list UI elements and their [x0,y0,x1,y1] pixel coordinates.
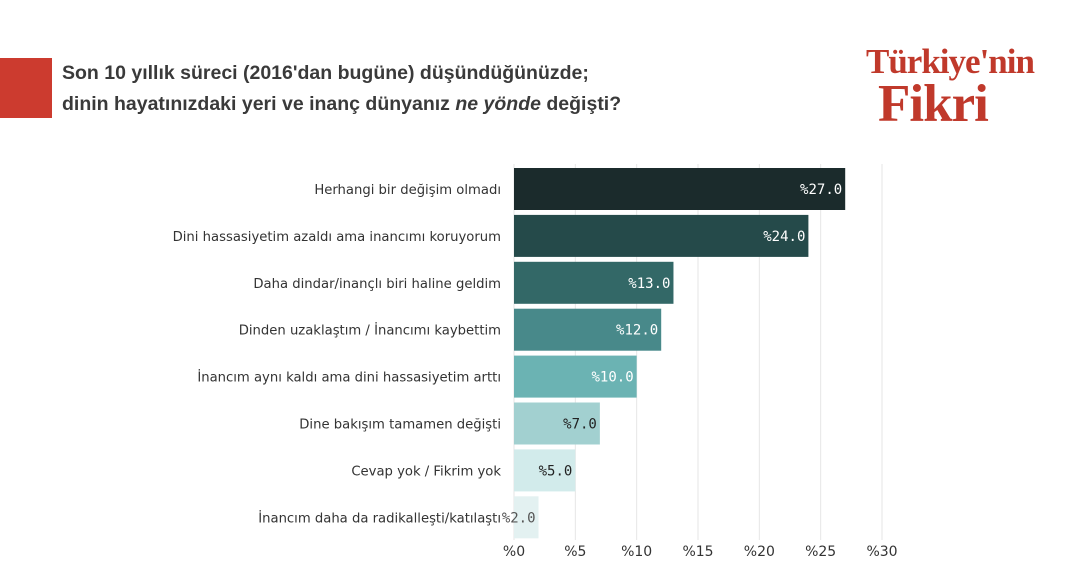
value-label: %27.0 [800,182,842,198]
accent-bar [0,58,52,118]
category-label: Dini hassasiyetim azaldı ama inancımı ko… [173,230,501,245]
bar [514,261,674,304]
bar [514,449,576,492]
x-tick-label: %0 [503,544,525,560]
value-label: %10.0 [592,370,634,386]
title-line-2-start: dinin hayatınızdaki yeri ve inanç dünyan… [62,93,456,115]
category-label: Daha dindar/inançlı biri haline geldim [253,277,501,292]
value-label: %2.0 [502,510,536,526]
category-label: İnancım aynı kaldı ama dini hassasiyetim… [197,368,501,386]
bar [514,402,600,445]
x-tick-label: %30 [866,544,897,560]
value-label: %13.0 [628,276,670,292]
value-label: %5.0 [539,463,573,479]
category-label: İnancım daha da radikalleşti/katılaştı [258,508,501,526]
bar [514,496,539,539]
x-tick-label: %20 [744,544,775,560]
bar [514,214,809,257]
bar [514,308,662,351]
title-line-1: Son 10 yıllık süreci (2016'dan bugüne) d… [62,62,589,84]
logo-line-1: Türkiye'nin [866,42,1035,81]
category-label: Dine bakışım tamamen değişti [299,418,501,433]
bar [514,168,846,210]
value-label: %7.0 [563,417,597,433]
logo-line-2: Fikri [878,75,989,133]
bar [514,355,637,398]
title-line-2-emphasis: ne yönde [455,93,541,115]
brand-logo: Türkiye'nin Fikri [866,40,1046,133]
category-label: Cevap yok / Fikrim yok [351,464,501,479]
x-tick-label: %25 [805,544,836,560]
value-label: %24.0 [763,229,805,245]
x-tick-label: %15 [682,544,713,560]
chart-title: Son 10 yıllık süreci (2016'dan bugüne) d… [62,58,802,120]
category-label: Dinden uzaklaştım / İnancımı kaybettim [239,321,501,339]
title-line-2: dinin hayatınızdaki yeri ve inanç dünyan… [62,89,802,120]
x-tick-label: %5 [564,544,586,560]
title-line-2-end: değişti? [540,93,622,115]
category-label: Herhangi bir değişim olmadı [314,183,501,198]
x-tick-label: %10 [621,544,652,560]
value-label: %12.0 [616,323,658,339]
